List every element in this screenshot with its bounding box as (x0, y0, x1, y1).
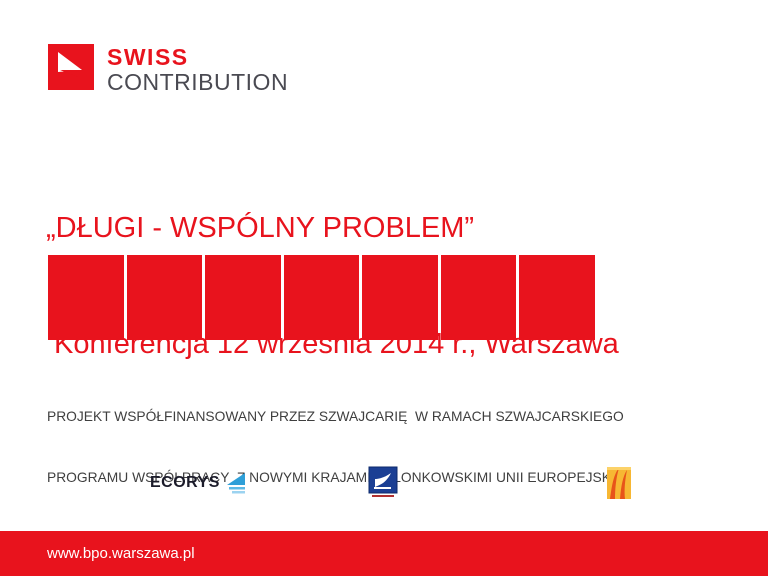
footer-bar: www.bpo.warszawa.pl (0, 531, 768, 576)
slide-title-line1: „DŁUGI - WSPÓLNY PROBLEM” (46, 212, 475, 245)
banner-segment (440, 255, 517, 340)
partner-logo-orange-icon (607, 467, 631, 499)
banner-segment (362, 255, 438, 340)
swiss-label: SWISS (107, 44, 189, 70)
ecorys-wordmark: ECORYS (150, 474, 220, 491)
ecorys-triangle-icon (226, 473, 245, 494)
funding-note: PROJEKT WSPÓŁFINANSOWANY PRZEZ SZWAJCARI… (47, 366, 631, 529)
banner-segment (48, 255, 124, 340)
slide-title: „DŁUGI - WSPÓLNY PROBLEM” Konferencja 12… (46, 132, 619, 441)
funding-note-line2: PROGRAMU WSPÓŁPRACY Z NOWYMI KRAJAMI CZŁ… (47, 470, 631, 486)
partner-logos-row: ECORYS (0, 462, 768, 512)
banner-segment (283, 255, 360, 340)
banner-segment (519, 255, 596, 340)
swiss-contribution-mark-icon (48, 44, 94, 90)
contribution-label: CONTRIBUTION (107, 69, 289, 96)
funding-note-line1: PROJEKT WSPÓŁFINANSOWANY PRZEZ SZWAJCARI… (47, 408, 624, 424)
banner-segment (126, 255, 203, 340)
partner-logo-ecorys: ECORYS (150, 472, 248, 496)
swiss-contribution-wordmark: SWISS CONTRIBUTION (107, 44, 288, 94)
banner-segment (205, 255, 281, 340)
partner-logo-flag-icon (368, 466, 398, 497)
swiss-contribution-logo: SWISS CONTRIBUTION (48, 44, 288, 94)
footer-url: www.bpo.warszawa.pl (47, 545, 195, 562)
red-banner (48, 255, 596, 340)
